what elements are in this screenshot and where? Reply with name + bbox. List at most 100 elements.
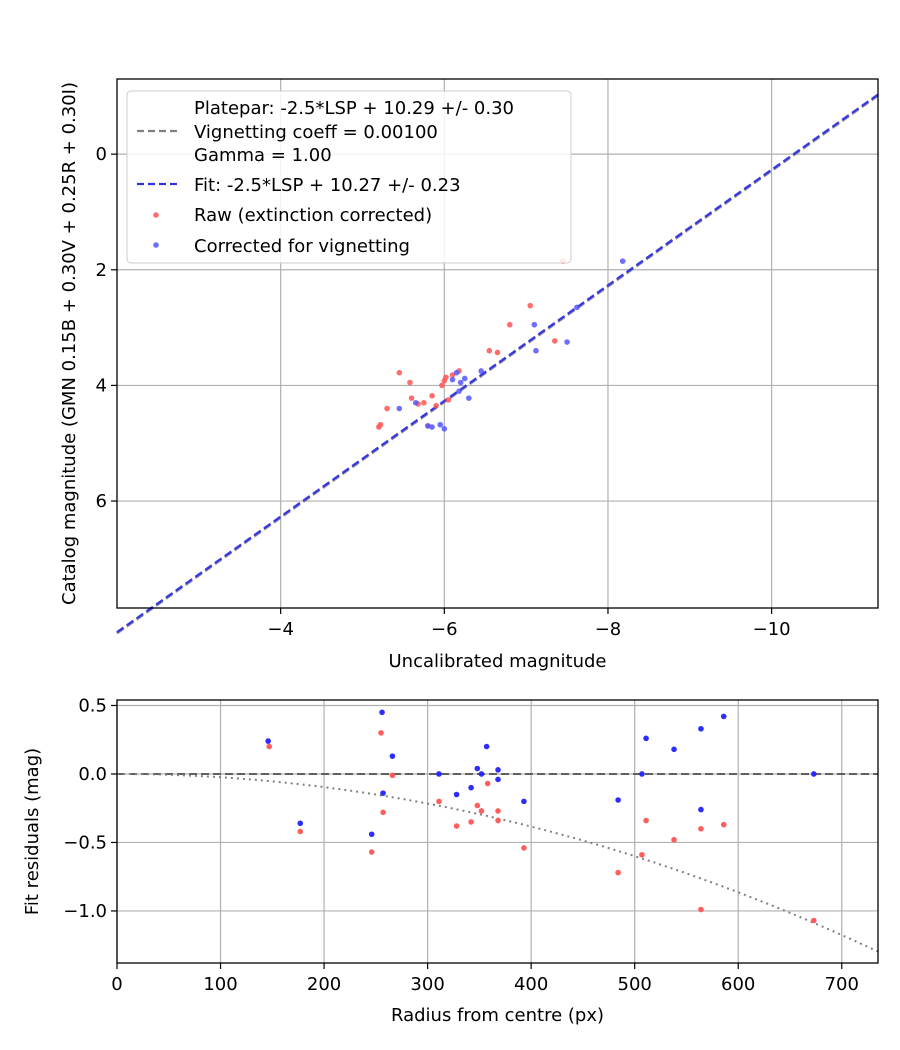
raw-data-point (377, 421, 384, 428)
residuals-y-ticks: 0.5 0.0 −0.5 −1.0 (63, 695, 117, 922)
legend-box (126, 90, 572, 264)
corrected-data-point (574, 304, 580, 311)
corrected-data-point (474, 765, 481, 772)
raw-data-point (474, 802, 481, 809)
corrected-data-point (720, 713, 727, 720)
calibration-points (376, 258, 626, 432)
vignetting-model-curve (116, 772, 879, 953)
corrected-data-point (412, 399, 419, 406)
corrected-data-point (453, 369, 460, 376)
raw-data-point (445, 397, 452, 403)
corrected-data-point (449, 376, 456, 383)
raw-data-point (478, 808, 485, 814)
raw-data-point (484, 780, 491, 787)
corrected-data-point (453, 791, 460, 798)
raw-data-point (407, 379, 413, 386)
corrected-data-point (379, 709, 385, 716)
corrected-data-point (478, 368, 484, 374)
raw-data-point (698, 825, 704, 832)
residuals-x-axis-label: Radius from centre (px) (391, 1005, 604, 1026)
legend-corrected-label: Corrected for vignetting (194, 236, 410, 257)
x-tick-label: −8 (595, 619, 622, 640)
x-tick-label: 0 (111, 974, 122, 995)
corrected-data-point (495, 767, 501, 773)
y-tick-label: 0.0 (78, 764, 107, 785)
corrected-data-point (564, 339, 570, 345)
raw-data-point (551, 338, 558, 344)
x-tick-label: 100 (203, 974, 237, 995)
raw-data-point (615, 869, 621, 876)
x-tick-label: 700 (825, 974, 859, 995)
corrected-data-point (456, 388, 462, 394)
corrected-data-point (468, 784, 474, 791)
corrected-data-point (521, 798, 527, 805)
calibration-x-ticks: −4 −6 −8 −10 (267, 608, 791, 640)
y-tick-label: 4 (96, 375, 107, 396)
x-tick-label: 500 (618, 974, 652, 995)
corrected-data-point (615, 797, 621, 803)
calibration-y-ticks: 0 2 4 6 (96, 144, 117, 512)
raw-data-point (408, 395, 415, 401)
x-tick-label: −4 (267, 619, 294, 640)
corrected-data-point (461, 375, 468, 382)
raw-data-point (433, 402, 439, 409)
calibration-x-axis-label: Uncalibrated magnitude (388, 651, 606, 672)
residuals-panel: 0 100 200 300 400 500 600 700 0.5 0.0 −0.5 −1.0 Ra… (22, 695, 879, 1026)
raw-data-point (378, 730, 384, 736)
raw-data-point (266, 743, 273, 750)
y-tick-label: 6 (96, 491, 107, 512)
raw-data-point (506, 321, 513, 328)
corrected-data-point (441, 425, 448, 432)
raw-data-point (380, 809, 386, 816)
raw-data-point (698, 906, 704, 913)
corrected-data-point (429, 424, 435, 430)
legend-fit-label: Fit: -2.5*LSP + 10.27 +/- 0.23 (194, 175, 461, 196)
corrected-data-point (436, 771, 442, 777)
legend-raw-label: Raw (extinction corrected) (194, 205, 432, 226)
raw-data-point (495, 817, 501, 824)
raw-data-point (384, 405, 390, 412)
raw-data-point (443, 374, 449, 381)
raw-data-point (639, 851, 645, 858)
corrected-data-point (380, 790, 386, 796)
raw-data-point (297, 828, 304, 835)
raw-data-point (396, 369, 403, 376)
raw-data-point (449, 372, 456, 378)
x-tick-label: −6 (431, 619, 458, 640)
x-tick-label: 300 (410, 974, 444, 995)
legend-vignetting-label: Vignetting coeff = 0.00100 (194, 122, 438, 143)
corrected-data-point (811, 771, 817, 777)
corrected-data-point (437, 421, 444, 428)
corrected-data-point (368, 831, 375, 838)
corrected-data-point (483, 743, 490, 750)
corrected-data-point (643, 735, 649, 742)
raw-data-point (486, 347, 493, 354)
raw-data-point (494, 349, 501, 356)
x-tick-label: 200 (307, 974, 341, 995)
corrected-data-point (478, 771, 485, 777)
corrected-data-point (396, 405, 403, 412)
raw-data-point (436, 798, 442, 805)
y-tick-label: −1.0 (63, 901, 107, 922)
y-tick-label: 0.5 (78, 695, 107, 716)
raw-data-point (643, 817, 649, 824)
x-tick-label: 400 (514, 974, 548, 995)
calibration-y-axis-label: Catalog magnitude (GMN 0.15B + 0.30V + 0… (59, 82, 80, 605)
residuals-x-ticks: 0 100 200 300 400 500 600 700 (111, 963, 859, 995)
x-tick-label: 600 (721, 974, 755, 995)
corrected-data-point (639, 771, 645, 777)
x-tick-label: −10 (753, 619, 791, 640)
corrected-data-point (619, 258, 626, 264)
corrected-data-point (495, 776, 501, 783)
raw-data-point (495, 808, 501, 814)
residuals-reference-lines (116, 772, 879, 953)
legend-platepar-label: Platepar: -2.5*LSP + 10.29 +/- 0.30 (194, 98, 514, 119)
raw-data-point (468, 819, 474, 825)
legend-gamma-label: Gamma = 1.00 (194, 145, 332, 166)
raw-data-point (671, 836, 677, 843)
corrected-data-point (698, 725, 704, 732)
raw-data-point (453, 823, 460, 829)
raw-data-point (811, 917, 817, 924)
raw-data-point (527, 302, 534, 309)
